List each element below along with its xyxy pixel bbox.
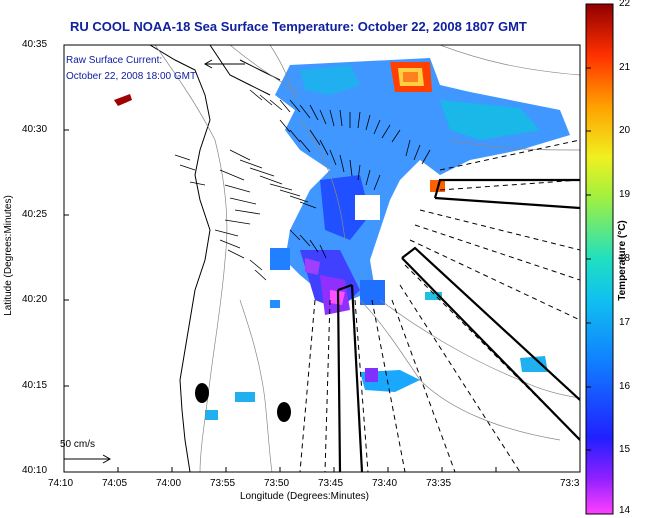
x-tick-label: 73:40 [372, 478, 398, 489]
y-tick-label: 40:20 [22, 294, 48, 305]
sst-field [114, 58, 570, 420]
y-axis-label: Latitude (Degrees:Minutes) [2, 195, 14, 316]
scale-arrow [64, 454, 112, 464]
map-title: RU COOL NOAA-18 Sea Surface Temperature:… [70, 19, 527, 34]
x-tick-label: 73:45 [318, 478, 344, 489]
colorbar-tick-label: 14 [619, 505, 631, 516]
colorbar-tick-label: 15 [619, 444, 631, 455]
scale-label: 50 cm/s [60, 439, 96, 450]
bathymetry-contours [154, 45, 580, 472]
coastline [149, 45, 281, 472]
marker-dot [195, 383, 209, 403]
x-tick-label: 73:3 [560, 478, 580, 489]
colorbar-tick-label: 20 [619, 125, 631, 136]
current-vectors [174, 89, 431, 281]
colorbar-tick-label: 19 [619, 189, 631, 200]
annotation-arrow [203, 59, 245, 69]
colorbar-tick-label: 17 [619, 317, 631, 328]
y-tick-label: 40:25 [22, 209, 48, 220]
colorbar-tick-label: 18 [619, 253, 631, 264]
traffic-lanes [336, 178, 580, 472]
x-tick-label: 73:35 [426, 478, 452, 489]
x-tick-label: 73:55 [210, 478, 236, 489]
x-tick-label: 74:05 [102, 478, 128, 489]
colorbar-label: Temperature (°C) [616, 220, 628, 301]
x-tick-label: 73:50 [264, 478, 290, 489]
y-tick-label: 40:30 [22, 124, 48, 135]
y-tick-label: 40:15 [22, 380, 48, 391]
x-tick-label: 74:10 [48, 478, 74, 489]
current-annotation-line2: October 22, 2008 18:00 GMT [66, 71, 197, 82]
y-tick-label: 40:10 [22, 465, 48, 476]
y-tick-label: 40:35 [22, 39, 48, 50]
current-annotation-line1: Raw Surface Current: [66, 55, 163, 66]
axis-ticks [63, 44, 497, 473]
x-tick-label: 74:00 [156, 478, 182, 489]
marker-dot [277, 402, 291, 422]
colorbar-tick-label: 22 [619, 0, 631, 9]
x-axis-label: Longitude (Degrees:Minutes) [240, 491, 369, 502]
shipping-lanes [299, 139, 580, 472]
colorbar-tick-label: 16 [619, 381, 631, 392]
map-frame [63, 44, 581, 473]
colorbar-ticks [586, 67, 591, 451]
colorbar-tick-label: 21 [619, 62, 631, 73]
